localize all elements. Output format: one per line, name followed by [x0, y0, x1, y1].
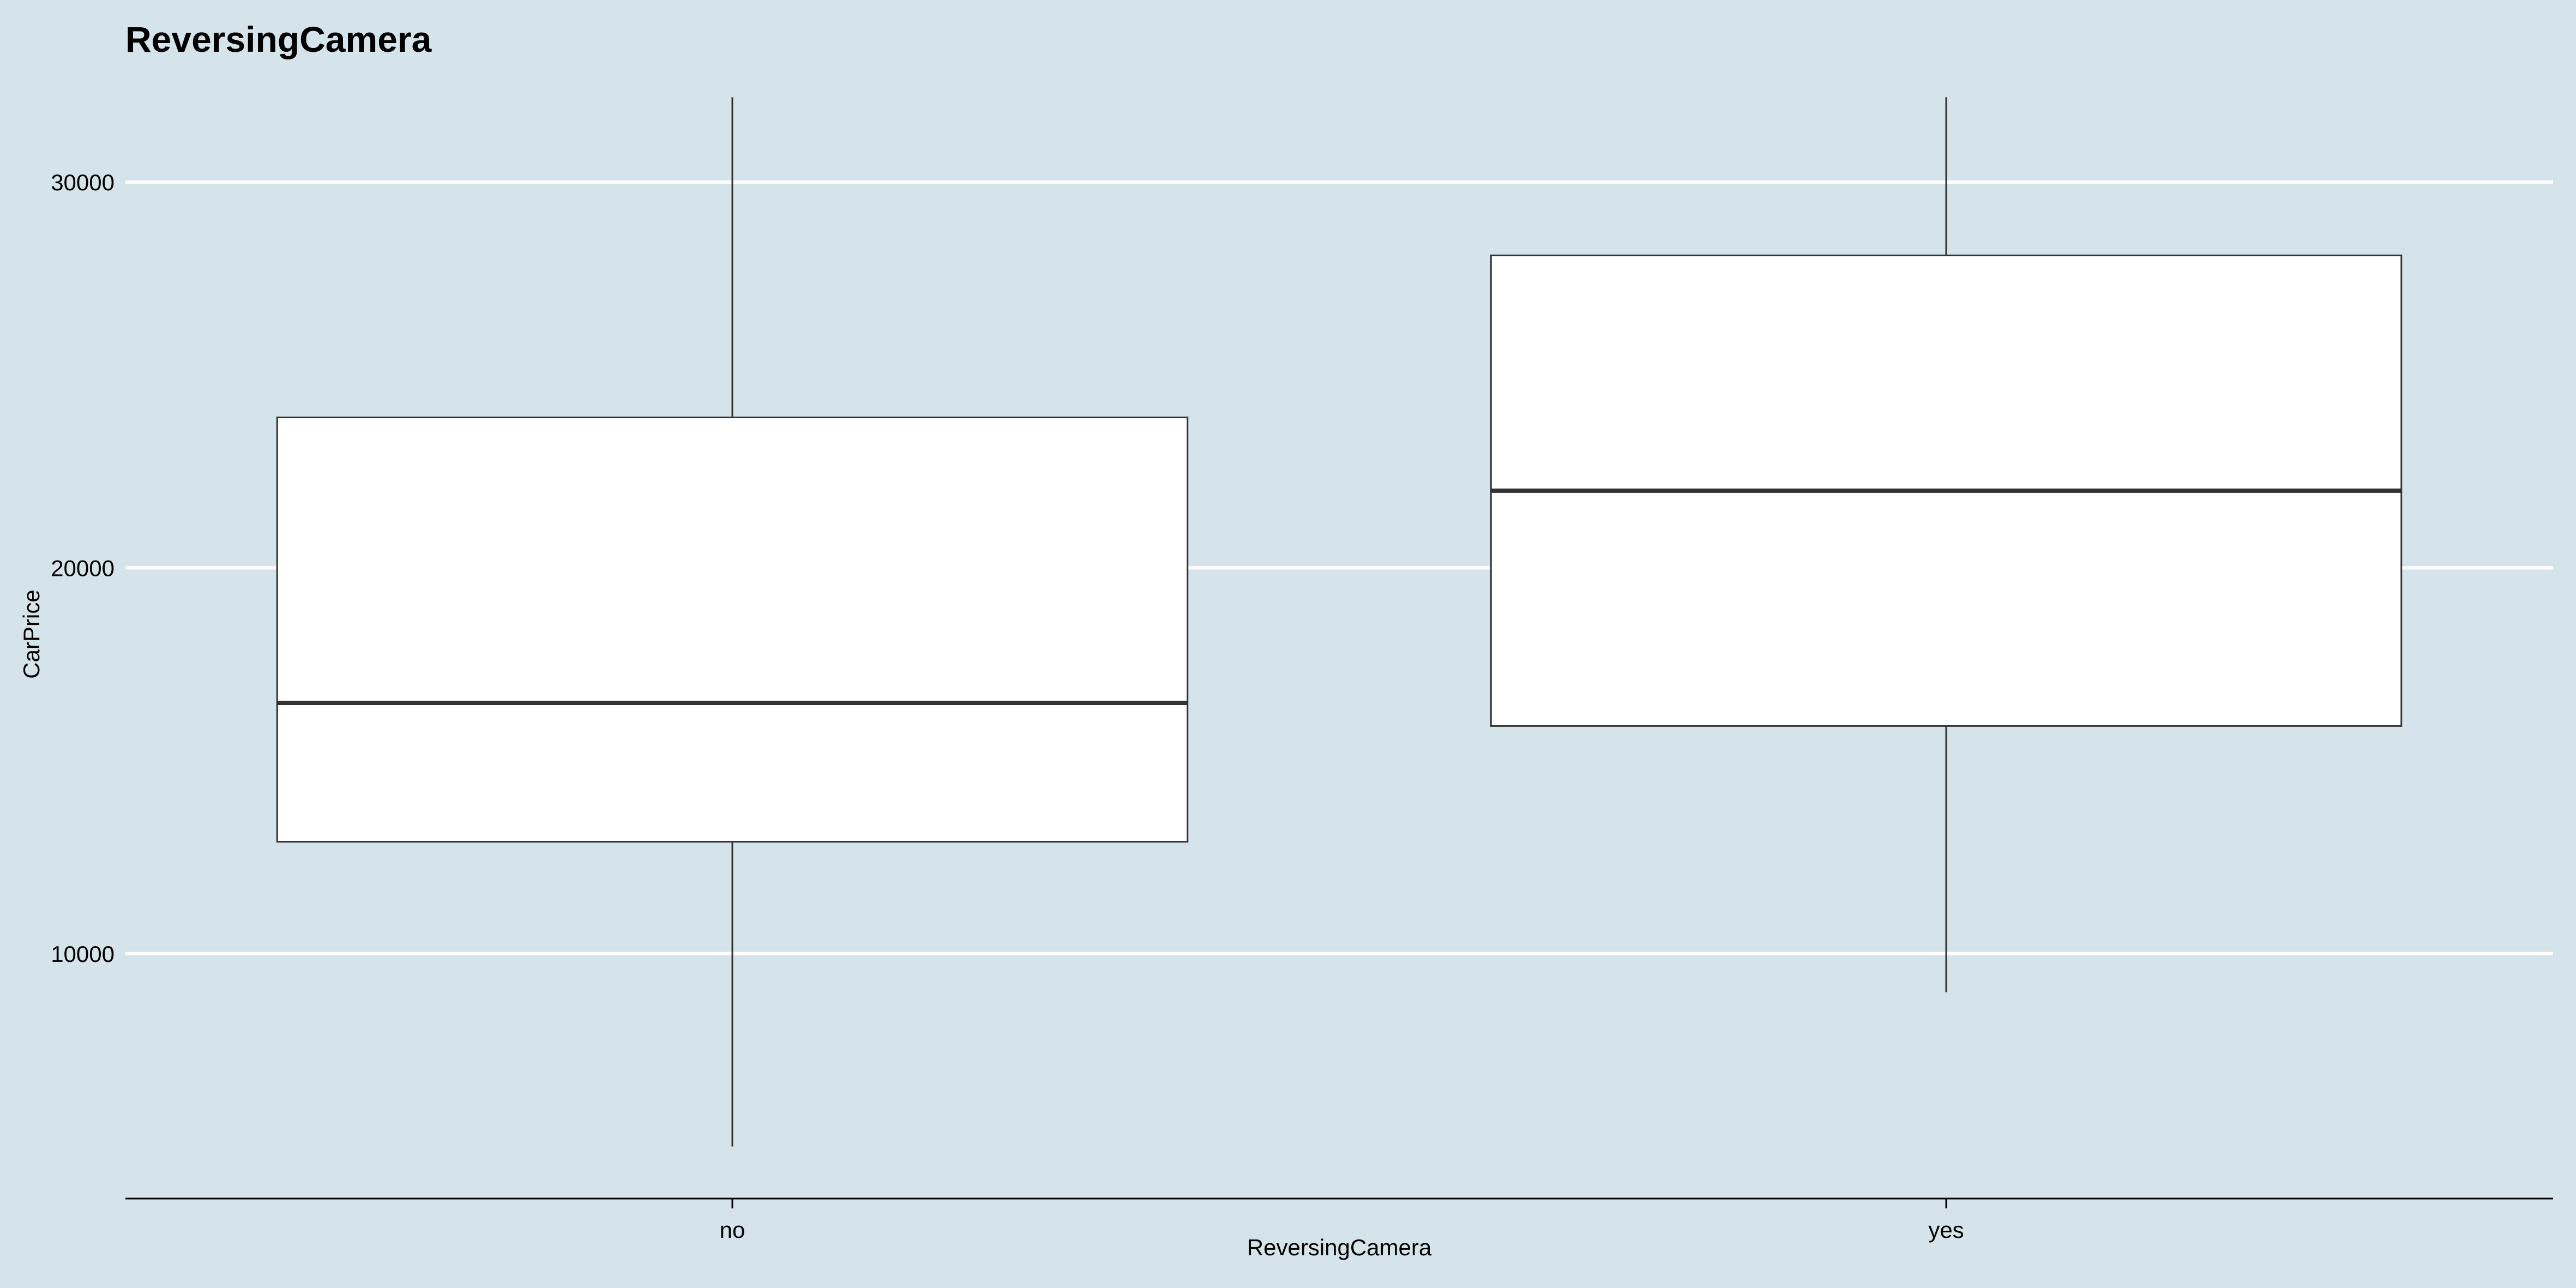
box-iqr — [276, 416, 1189, 843]
axes — [125, 1197, 2553, 1208]
labels: ReversingCamera ReversingCamera CarPrice… — [19, 19, 1964, 1260]
y-tick-label: 20000 — [51, 555, 115, 581]
chart-title: ReversingCamera — [125, 19, 432, 59]
box-yes — [1490, 97, 2403, 992]
y-tick-label: 10000 — [51, 941, 115, 967]
y-tick-label: 30000 — [51, 170, 115, 195]
x-tick-label: yes — [1928, 1217, 1964, 1243]
box-no — [276, 97, 1189, 1147]
y-axis-title: CarPrice — [19, 589, 44, 678]
x-axis-title: ReversingCamera — [1247, 1235, 1432, 1260]
x-tick-label: no — [720, 1217, 745, 1243]
boxes — [276, 97, 2403, 1147]
